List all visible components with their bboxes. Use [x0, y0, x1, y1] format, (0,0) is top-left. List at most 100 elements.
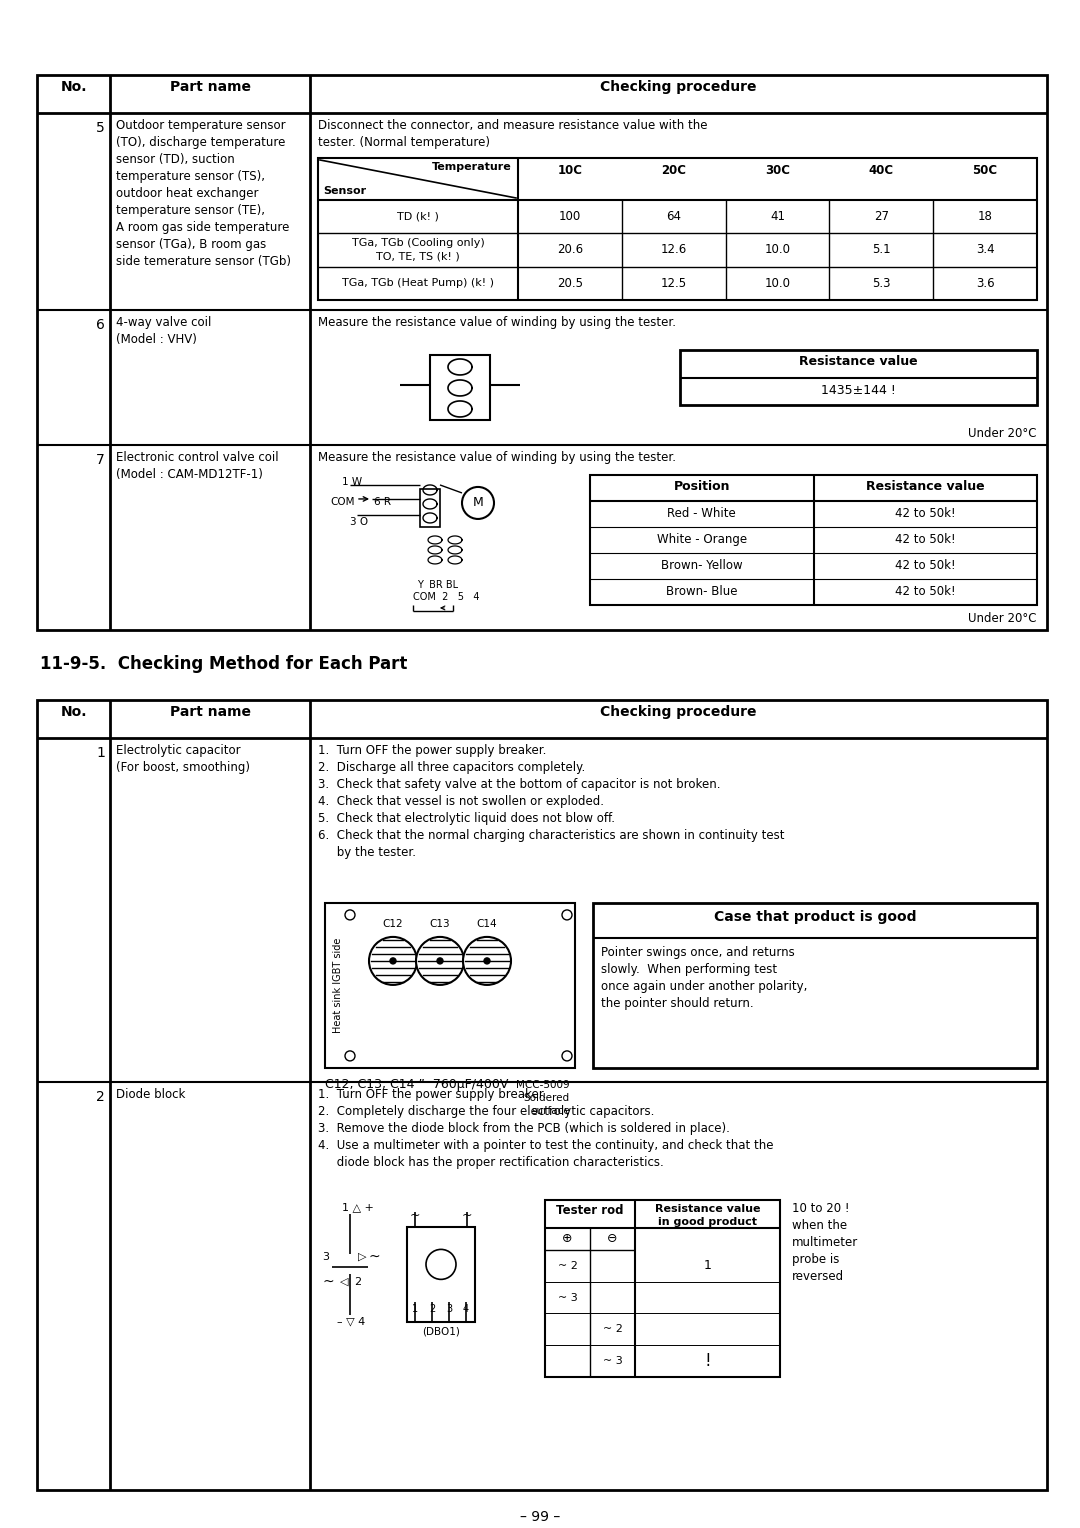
Text: 7: 7: [96, 452, 105, 468]
Text: Resistance value
in good product: Resistance value in good product: [654, 1204, 760, 1227]
Text: Temperature: Temperature: [432, 162, 512, 173]
Text: ~: ~: [462, 1209, 472, 1222]
Text: Red - White: Red - White: [667, 507, 737, 521]
Text: 4-way valve coil
(Model : VHV): 4-way valve coil (Model : VHV): [116, 316, 212, 345]
Text: TGa, TGb (Cooling only)
TO, TE, TS (k! ): TGa, TGb (Cooling only) TO, TE, TS (k! ): [352, 238, 484, 261]
Text: No.: No.: [60, 79, 86, 95]
Text: 3: 3: [446, 1303, 453, 1314]
Text: ⊖: ⊖: [607, 1232, 618, 1245]
Text: C12, C13, C14 ”  760μF/400V: C12, C13, C14 ” 760μF/400V: [325, 1077, 509, 1091]
Text: 2: 2: [429, 1303, 435, 1314]
Text: ~: ~: [322, 1274, 334, 1290]
Text: ◁: ◁: [340, 1277, 349, 1287]
Text: Tester rod: Tester rod: [556, 1204, 624, 1216]
Bar: [318, 157, 1037, 299]
Text: ▷: ▷: [357, 1251, 366, 1262]
Text: COM: COM: [330, 497, 354, 507]
Text: ~ 2: ~ 2: [557, 1261, 578, 1271]
Bar: [430, 354, 490, 420]
Text: – ▽ 4: – ▽ 4: [337, 1317, 365, 1326]
Text: 50C: 50C: [972, 163, 998, 177]
Text: !: !: [704, 1352, 711, 1371]
Text: 10C: 10C: [557, 163, 582, 177]
Text: 1435±144 !: 1435±144 !: [821, 384, 896, 397]
Text: No.: No.: [60, 704, 86, 720]
Text: Heat sink IGBT side: Heat sink IGBT side: [333, 938, 343, 1033]
Text: 20C: 20C: [661, 163, 686, 177]
Text: Brown- Blue: Brown- Blue: [666, 585, 738, 599]
Text: (DBO1): (DBO1): [422, 1326, 460, 1337]
Text: Under 20°C: Under 20°C: [969, 611, 1037, 625]
Text: TD (k! ): TD (k! ): [397, 212, 438, 222]
Text: ⊕: ⊕: [563, 1232, 572, 1245]
Text: 20.5: 20.5: [557, 277, 583, 290]
Text: 2: 2: [354, 1277, 361, 1287]
Circle shape: [369, 937, 417, 986]
Text: Part name: Part name: [170, 704, 251, 720]
Text: TGa, TGb (Heat Pump) (k! ): TGa, TGb (Heat Pump) (k! ): [342, 278, 494, 289]
Text: Under 20°C: Under 20°C: [969, 426, 1037, 440]
Text: 30C: 30C: [765, 163, 789, 177]
Text: C12: C12: [382, 918, 403, 929]
Text: 100: 100: [558, 211, 581, 223]
Text: 10 to 20 !
when the
multimeter
probe is
reversed: 10 to 20 ! when the multimeter probe is …: [792, 1203, 859, 1284]
Text: Resistance value: Resistance value: [799, 354, 918, 368]
Circle shape: [390, 958, 396, 964]
Text: 1: 1: [703, 1259, 712, 1273]
Text: 5.3: 5.3: [872, 277, 891, 290]
Text: Measure the resistance value of winding by using the tester.: Measure the resistance value of winding …: [318, 451, 676, 465]
Text: Outdoor temperature sensor
(TO), discharge temperature
sensor (TD), suction
temp: Outdoor temperature sensor (TO), dischar…: [116, 119, 291, 267]
Text: 40C: 40C: [868, 163, 894, 177]
Text: 64: 64: [666, 211, 681, 223]
Text: Case that product is good: Case that product is good: [714, 909, 916, 924]
Circle shape: [484, 958, 490, 964]
Bar: [37, 700, 1047, 1490]
Text: 42 to 50k!: 42 to 50k!: [895, 559, 956, 573]
Text: 5: 5: [96, 121, 105, 134]
Text: – 99 –: – 99 –: [519, 1510, 561, 1523]
Text: MCC-5009
Soldered
surface: MCC-5009 Soldered surface: [516, 1080, 570, 1115]
Text: 42 to 50k!: 42 to 50k!: [895, 507, 956, 521]
Text: Disconnect the connector, and measure resistance value with the
tester. (Normal : Disconnect the connector, and measure re…: [318, 119, 707, 150]
Text: 1: 1: [411, 1303, 418, 1314]
Text: Measure the resistance value of winding by using the tester.: Measure the resistance value of winding …: [318, 316, 676, 329]
Text: 42 to 50k!: 42 to 50k!: [895, 585, 956, 599]
Text: 5.1: 5.1: [872, 243, 891, 257]
Text: ~ 3: ~ 3: [557, 1293, 578, 1302]
Bar: [37, 75, 1047, 630]
Bar: [593, 903, 1037, 1068]
Text: Brown- Yellow: Brown- Yellow: [661, 559, 743, 573]
Text: Part name: Part name: [170, 79, 251, 95]
Text: Checking procedure: Checking procedure: [600, 79, 757, 95]
Text: 3: 3: [322, 1251, 329, 1262]
Text: Sensor: Sensor: [323, 186, 366, 196]
Bar: [680, 350, 1037, 405]
Text: 6 R: 6 R: [374, 497, 391, 507]
Text: M: M: [473, 497, 484, 509]
Bar: [407, 1227, 475, 1322]
Bar: [590, 475, 1037, 605]
Text: 1.  Turn OFF the power supply breaker.
2.  Completely discharge the four electro: 1. Turn OFF the power supply breaker. 2.…: [318, 1088, 773, 1169]
Text: ~: ~: [368, 1250, 380, 1264]
Bar: [420, 489, 440, 527]
Text: 10.0: 10.0: [765, 277, 791, 290]
Text: Y  BR BL: Y BR BL: [417, 581, 458, 590]
Text: Resistance value: Resistance value: [866, 480, 985, 494]
Text: 3 O: 3 O: [350, 516, 368, 527]
Text: 1: 1: [96, 746, 105, 759]
Bar: [545, 1199, 780, 1377]
Text: 3.6: 3.6: [976, 277, 995, 290]
Text: Pointer swings once, and returns
slowly.  When performing test
once again under : Pointer swings once, and returns slowly.…: [600, 946, 808, 1010]
Text: 4: 4: [463, 1303, 469, 1314]
Text: 18: 18: [977, 211, 993, 223]
Text: Position: Position: [674, 480, 730, 494]
Text: ~ 2: ~ 2: [603, 1325, 622, 1334]
Text: White - Orange: White - Orange: [657, 533, 746, 547]
Text: 20.6: 20.6: [557, 243, 583, 257]
Text: 12.5: 12.5: [661, 277, 687, 290]
Text: 11-9-5.  Checking Method for Each Part: 11-9-5. Checking Method for Each Part: [40, 656, 407, 672]
Text: 42 to 50k!: 42 to 50k!: [895, 533, 956, 547]
Text: 41: 41: [770, 211, 785, 223]
Text: 10.0: 10.0: [765, 243, 791, 257]
Text: C13: C13: [430, 918, 450, 929]
